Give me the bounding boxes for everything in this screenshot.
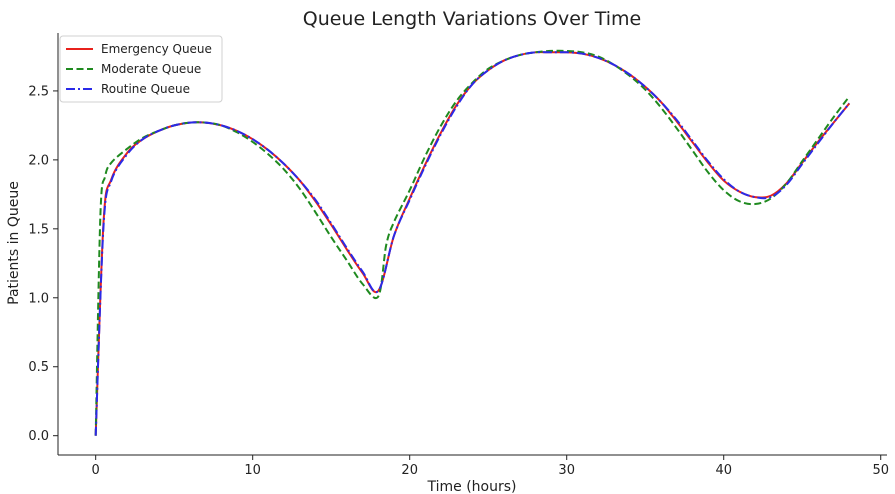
legend-box [59, 35, 223, 103]
x-axis-title: Time (hours) [427, 479, 517, 494]
y-tick-label: 0.5 [28, 360, 49, 375]
plot-area: 0 10 20 30 40 50 0.0 0.5 1.0 1.5 2.0 2.5 [28, 33, 889, 478]
y-tick-label: 1.5 [28, 222, 49, 237]
legend-label-moderate-queue: Moderate Queue [101, 62, 201, 76]
series-line-moderate-queue [94, 49, 851, 436]
series-line-routine-queue [94, 51, 851, 436]
x-tick-label: 10 [244, 463, 261, 478]
y-tick-label: 1.0 [28, 291, 49, 306]
series-line-emergency-queue [94, 51, 851, 436]
y-tick-label: 0.0 [28, 429, 49, 444]
x-tick-label: 0 [92, 463, 100, 478]
x-tick-label: 40 [715, 463, 732, 478]
legend-label-emergency-queue: Emergency Queue [101, 42, 212, 56]
x-tick-label: 50 [872, 463, 889, 478]
y-axis-title: Patients in Queue [6, 181, 22, 305]
y-tick-label: 2.5 [28, 84, 49, 99]
x-tick-label: 30 [558, 463, 575, 478]
x-tick-label: 20 [401, 463, 418, 478]
legend-label-routine-queue: Routine Queue [101, 82, 190, 96]
y-tick-label: 2.0 [28, 153, 49, 168]
legend: Emergency Queue Moderate Queue Routine Que… [59, 35, 223, 103]
chart-title: Queue Length Variations Over Time [303, 8, 642, 30]
